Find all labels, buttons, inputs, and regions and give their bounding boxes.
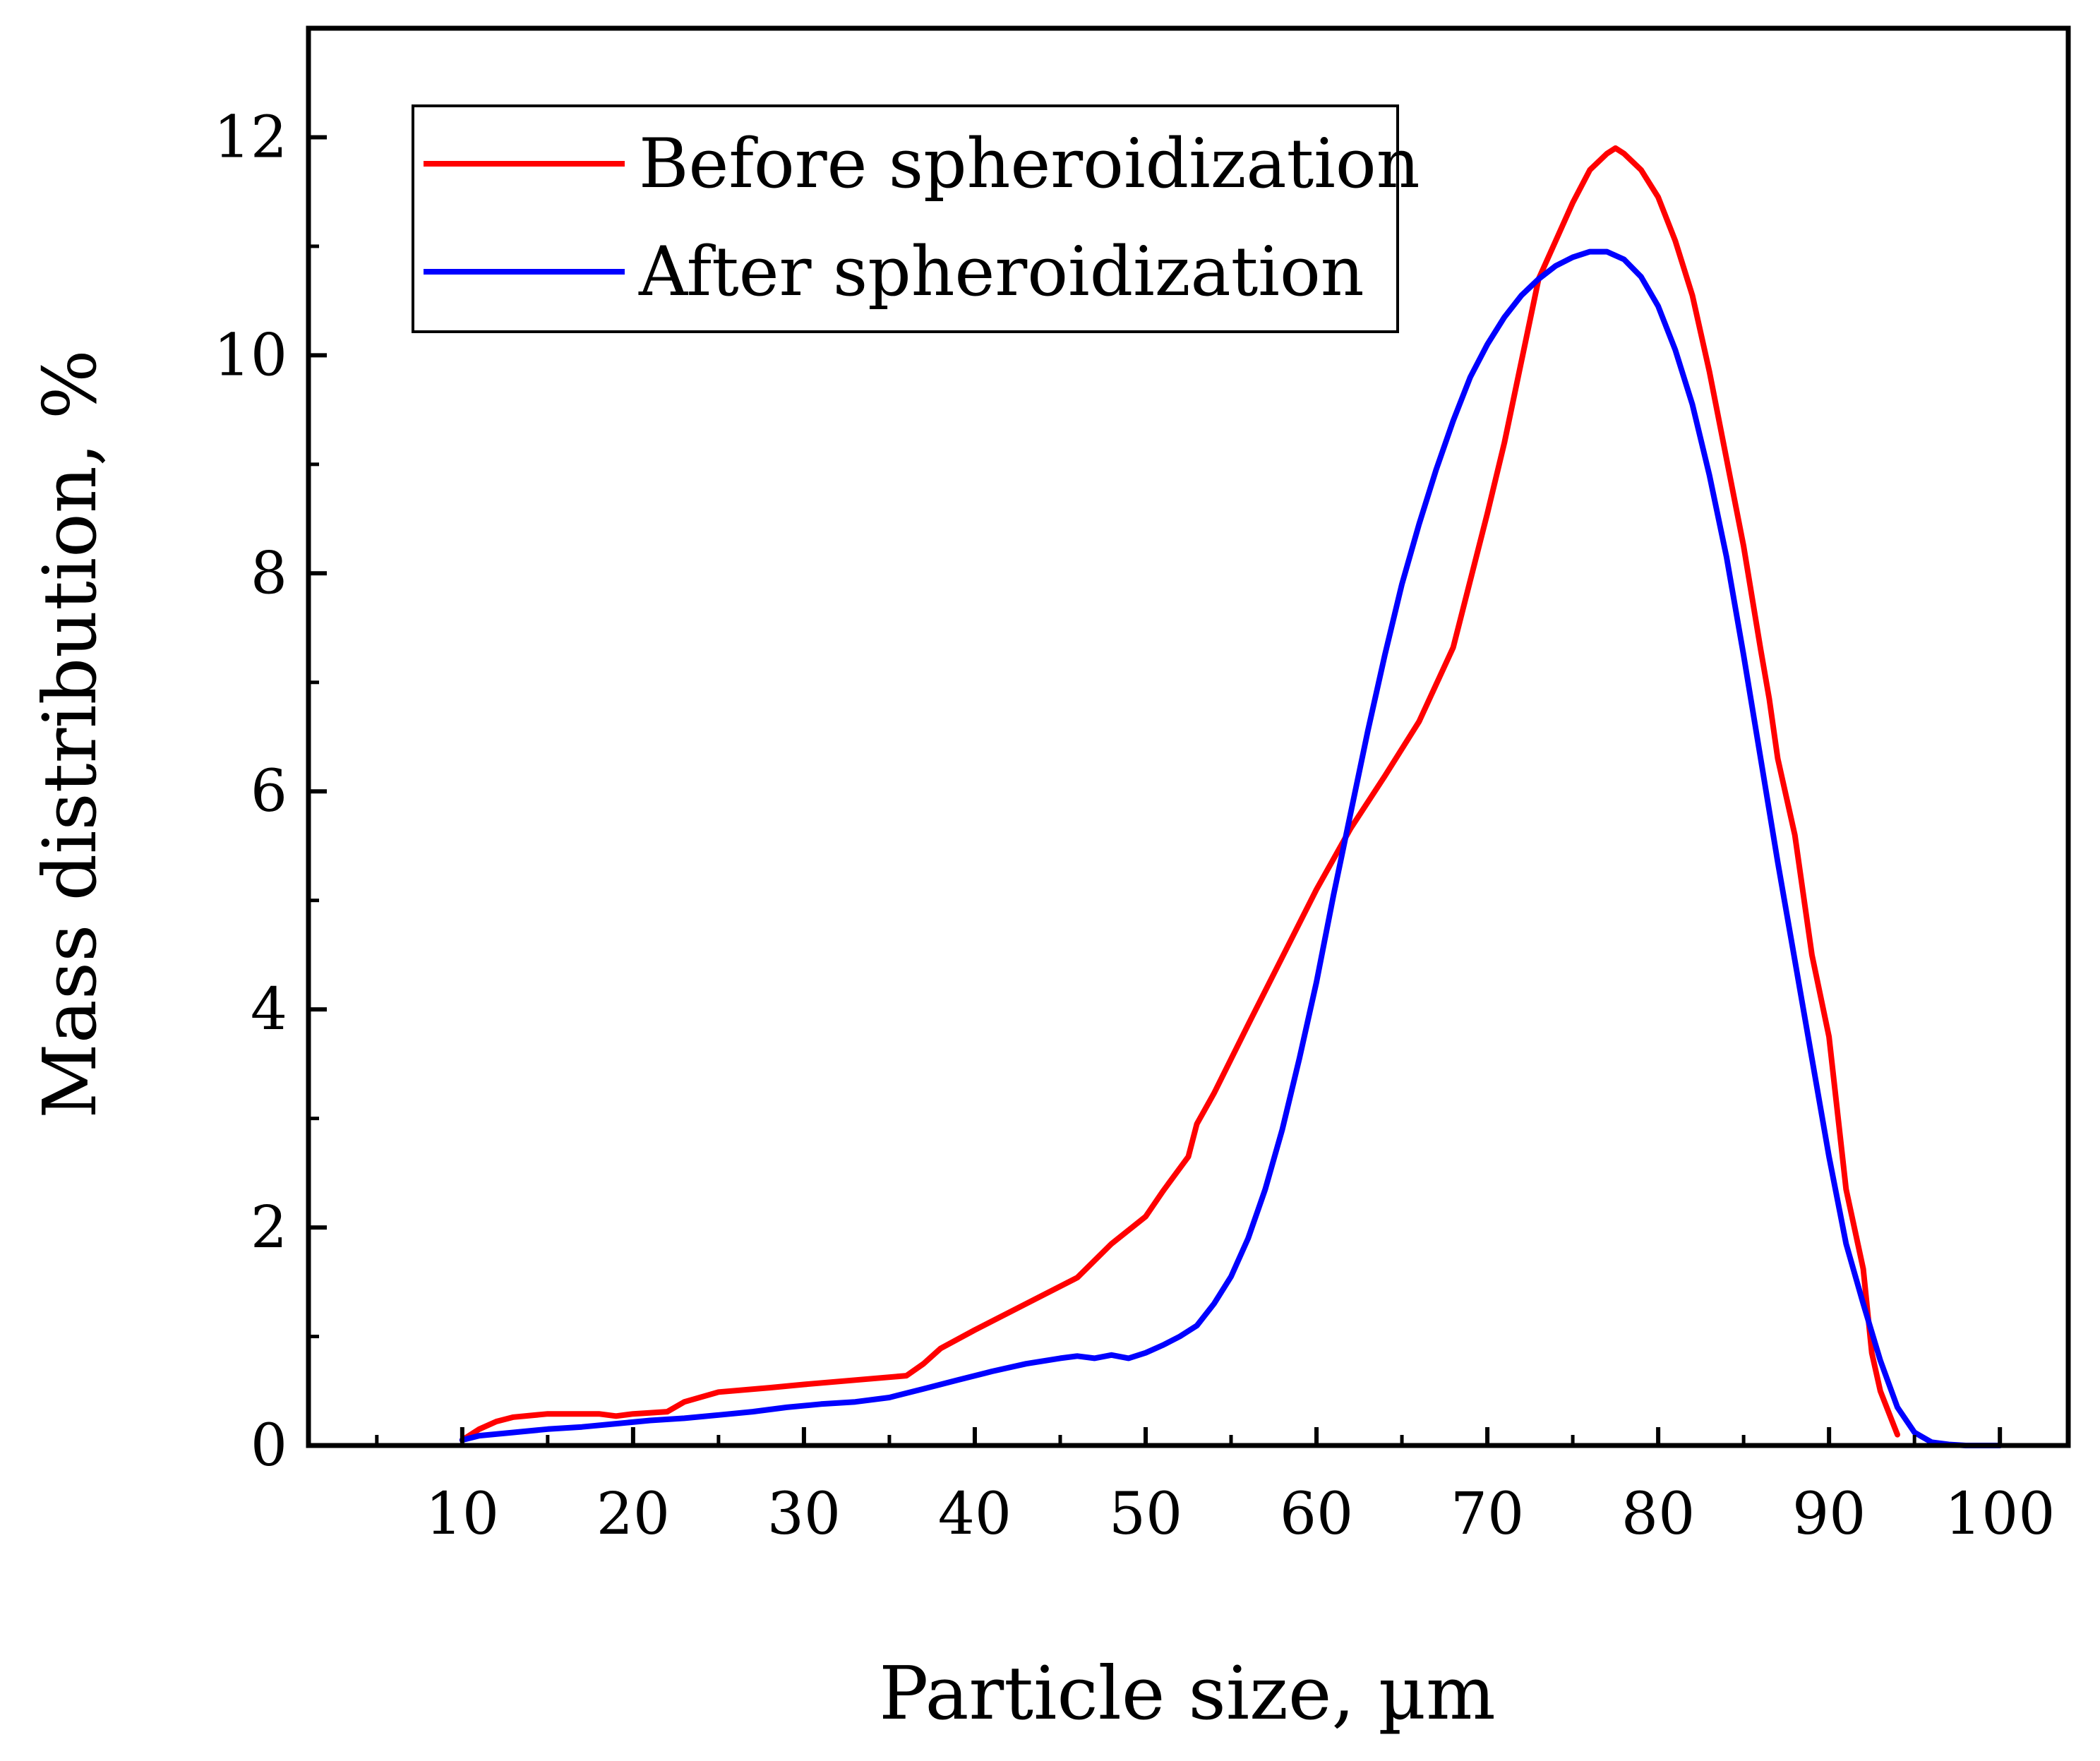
y-axis-title: Mass distribution, % [27,349,113,1118]
legend: Before spheroidization After spheroidiza… [412,104,1420,333]
x-tick-label: 10 [426,1481,499,1548]
x-tick-label: 30 [767,1481,841,1548]
tick-layer: 0 2 4 6 8 10 12 10 20 30 40 50 60 70 80 90 100 [214,26,2056,1548]
x-tick-label: 100 [1945,1481,2056,1548]
legend-box [412,104,1399,333]
x-tick-label: 20 [596,1481,670,1548]
legend-label-before: Before spheroidization [639,124,1420,203]
y-tick-label: 12 [214,104,287,171]
y-tick-label: 2 [251,1194,287,1261]
x-tick-label: 60 [1280,1481,1353,1548]
y-tick-label: 4 [251,976,287,1043]
plot-frame [306,25,2071,1448]
x-tick-label: 90 [1792,1481,1866,1548]
series-after-spheroidization-line [459,248,2003,1448]
x-axis-title: Particle size, µm [879,1650,1496,1736]
x-tick-label: 70 [1451,1481,1524,1548]
x-tick-label: 50 [1109,1481,1182,1548]
x-tick-label: 40 [938,1481,1012,1548]
legend-label-after: After spheroidization [638,232,1364,311]
x-tick-label: 80 [1621,1481,1695,1548]
series-layer [459,145,2003,1448]
y-tick-label: 0 [251,1412,287,1479]
y-tick-label: 8 [251,540,287,607]
y-tick-label: 6 [251,758,287,825]
series-before-spheroidization-line [459,145,1900,1443]
y-tick-label: 10 [214,322,287,389]
